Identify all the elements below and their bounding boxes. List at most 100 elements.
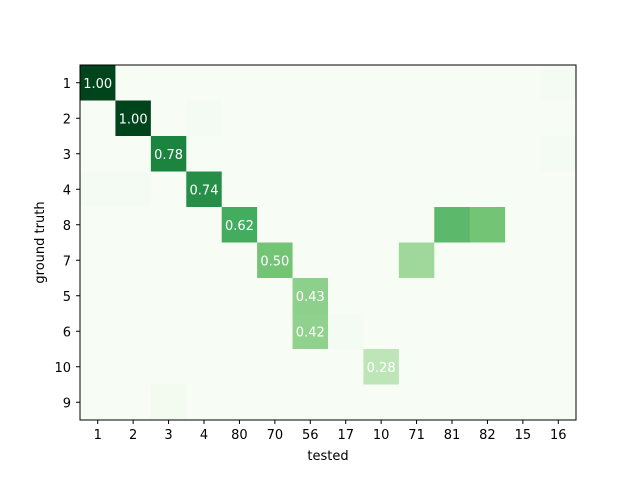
heatmap-cell-r7-c8 xyxy=(363,313,400,350)
heatmap-cell-r5-c2 xyxy=(150,242,187,279)
heatmap-cell-r3-c1 xyxy=(115,171,152,208)
heatmap-cell-r4-c9 xyxy=(398,207,435,243)
x-tick-label: 81 xyxy=(444,428,461,443)
heatmap-cell-r9-c4 xyxy=(221,384,258,421)
heatmap-cell-r3-c8 xyxy=(363,171,400,208)
heatmap-cell-r5-c8 xyxy=(363,242,400,279)
heatmap-cell-r2-c9 xyxy=(398,136,435,172)
heatmap-cell-r5-c12 xyxy=(505,242,542,279)
heatmap-cell-r9-c5 xyxy=(257,384,294,421)
heatmap-cell-r6-c0 xyxy=(80,278,116,314)
x-axis-label: tested xyxy=(307,449,348,464)
heatmap-cell-r5-c9 xyxy=(398,242,435,279)
heatmap-cell-r5-c5 xyxy=(257,242,294,279)
heatmap-cell-r8-c5 xyxy=(257,349,294,385)
heatmap-cell-r5-c7 xyxy=(328,242,364,279)
heatmap-cell-r4-c4 xyxy=(221,207,258,243)
heatmap-cell-r3-c0 xyxy=(80,171,116,208)
heatmap-cell-r8-c12 xyxy=(505,349,542,385)
heatmap-cell-r6-c8 xyxy=(363,278,400,314)
heatmap-cell-r1-c12 xyxy=(505,100,542,137)
heatmap-cell-r5-c13 xyxy=(540,242,577,279)
y-tick-label: 5 xyxy=(63,290,71,305)
heatmap-cell-r1-c5 xyxy=(257,100,294,137)
cell-annotation: 0.28 xyxy=(367,361,396,376)
heatmap-cell-r8-c2 xyxy=(150,349,187,385)
y-tick-label: 3 xyxy=(63,148,71,163)
heatmap-cell-r7-c2 xyxy=(150,313,187,350)
x-tick-label: 56 xyxy=(302,428,319,443)
heatmap-cell-r5-c10 xyxy=(434,242,471,279)
x-tick-label: 10 xyxy=(373,428,390,443)
x-tick-label: 71 xyxy=(408,428,425,443)
heatmap-cell-r9-c3 xyxy=(186,384,223,421)
heatmap-cell-r7-c13 xyxy=(540,313,577,350)
heatmap-cell-r0-c3 xyxy=(186,65,223,101)
heatmap-cell-r7-c6 xyxy=(292,313,329,350)
heatmap-cell-r9-c12 xyxy=(505,384,542,421)
heatmap-cell-r2-c6 xyxy=(292,136,329,172)
heatmap-cell-r3-c10 xyxy=(434,171,471,208)
heatmap-cell-r3-c3 xyxy=(186,171,223,208)
heatmap-cell-r7-c9 xyxy=(398,313,435,350)
heatmap-cell-r8-c0 xyxy=(80,349,116,385)
heatmap-cell-r6-c6 xyxy=(292,278,329,314)
x-tick-label: 3 xyxy=(164,428,172,443)
heatmap-cell-r1-c7 xyxy=(328,100,364,137)
heatmap-cell-r0-c10 xyxy=(434,65,471,101)
heatmap-cell-r9-c7 xyxy=(328,384,364,421)
heatmap-cell-r0-c7 xyxy=(328,65,364,101)
heatmap-cell-r5-c6 xyxy=(292,242,329,279)
heatmap-cell-r1-c10 xyxy=(434,100,471,137)
heatmap-cell-r3-c4 xyxy=(221,171,258,208)
heatmap-cell-r3-c11 xyxy=(469,171,506,208)
heatmap-cell-r4-c3 xyxy=(186,207,223,243)
heatmap-cell-r8-c8 xyxy=(363,349,400,385)
heatmap-cell-r0-c2 xyxy=(150,65,187,101)
x-tick-label: 2 xyxy=(129,428,137,443)
heatmap-cells xyxy=(80,65,577,421)
x-tick-label: 16 xyxy=(550,428,567,443)
heatmap-cell-r1-c11 xyxy=(469,100,506,137)
heatmap-cell-r7-c1 xyxy=(115,313,152,350)
heatmap-cell-r1-c4 xyxy=(221,100,258,137)
heatmap-cell-r0-c4 xyxy=(221,65,258,101)
heatmap-cell-r6-c2 xyxy=(150,278,187,314)
heatmap-cell-r5-c4 xyxy=(221,242,258,279)
heatmap-cell-r2-c8 xyxy=(363,136,400,172)
heatmap-cell-r7-c0 xyxy=(80,313,116,350)
heatmap-cell-r2-c11 xyxy=(469,136,506,172)
x-tick-label: 17 xyxy=(337,428,354,443)
heatmap-cell-r4-c6 xyxy=(292,207,329,243)
heatmap-cell-r2-c3 xyxy=(186,136,223,172)
heatmap-cell-r1-c2 xyxy=(150,100,187,137)
heatmap-cell-r4-c0 xyxy=(80,207,116,243)
heatmap-cell-r8-c9 xyxy=(398,349,435,385)
heatmap-cell-r9-c6 xyxy=(292,384,329,421)
x-tick-label: 15 xyxy=(515,428,532,443)
heatmap-cell-r6-c4 xyxy=(221,278,258,314)
heatmap-cell-r3-c2 xyxy=(150,171,187,208)
heatmap-cell-r9-c11 xyxy=(469,384,506,421)
cell-annotation: 0.50 xyxy=(260,254,289,269)
heatmap-cell-r9-c10 xyxy=(434,384,471,421)
heatmap-cell-r5-c3 xyxy=(186,242,223,279)
heatmap-cell-r8-c13 xyxy=(540,349,577,385)
heatmap-cell-r7-c7 xyxy=(328,313,364,350)
heatmap-cell-r1-c0 xyxy=(80,100,116,137)
y-tick-label: 10 xyxy=(54,361,71,376)
heatmap-cell-r5-c1 xyxy=(115,242,152,279)
heatmap-cell-r5-c11 xyxy=(469,242,506,279)
heatmap-cell-r5-c0 xyxy=(80,242,116,279)
heatmap-cell-r3-c12 xyxy=(505,171,542,208)
heatmap-cell-r8-c3 xyxy=(186,349,223,385)
cell-annotation: 0.74 xyxy=(190,183,219,198)
heatmap-cell-r4-c8 xyxy=(363,207,400,243)
heatmap-cell-r4-c5 xyxy=(257,207,294,243)
heatmap-cell-r6-c13 xyxy=(540,278,577,314)
heatmap-cell-r0-c0 xyxy=(80,65,116,101)
heatmap-cell-r2-c2 xyxy=(150,136,187,172)
heatmap-cell-r1-c9 xyxy=(398,100,435,137)
heatmap-cell-r7-c12 xyxy=(505,313,542,350)
